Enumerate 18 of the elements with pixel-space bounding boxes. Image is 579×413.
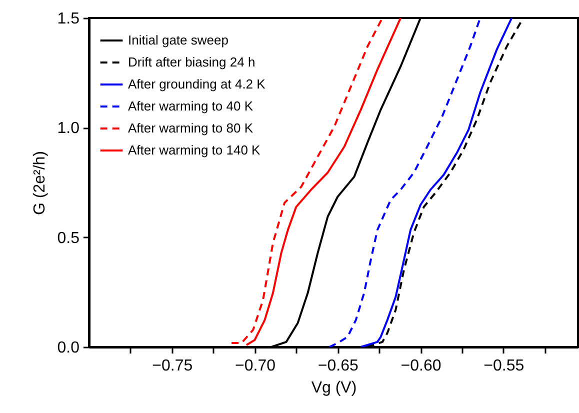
line-series [328, 18, 482, 347]
legend-label: After warming to 80 K [128, 120, 254, 136]
y-tick-label: 0.0 [57, 340, 80, 356]
x-tick-label: −0.75 [152, 358, 193, 374]
legend-label: After warming to 40 K [128, 98, 254, 114]
x-tick-label: −0.65 [318, 358, 358, 374]
y-tick-label: 1.5 [57, 10, 80, 28]
y-tick-label: 0.5 [57, 230, 80, 247]
legend-label: After warming to 140 K [128, 142, 261, 158]
x-tick-label: −0.70 [235, 358, 276, 374]
legend-label: Drift after biasing 24 h [128, 54, 256, 70]
x-tick-label: −0.60 [400, 358, 442, 374]
legend-label: Initial gate sweep [128, 32, 228, 48]
y-tick-label: 1.0 [57, 120, 80, 138]
y-axis-title: G (2e²/h) [31, 150, 48, 216]
x-axis-title: Vg (V) [311, 380, 357, 396]
legend-label: After grounding at 4.2 K [128, 76, 266, 92]
x-tick-label: −0.55 [484, 358, 524, 374]
